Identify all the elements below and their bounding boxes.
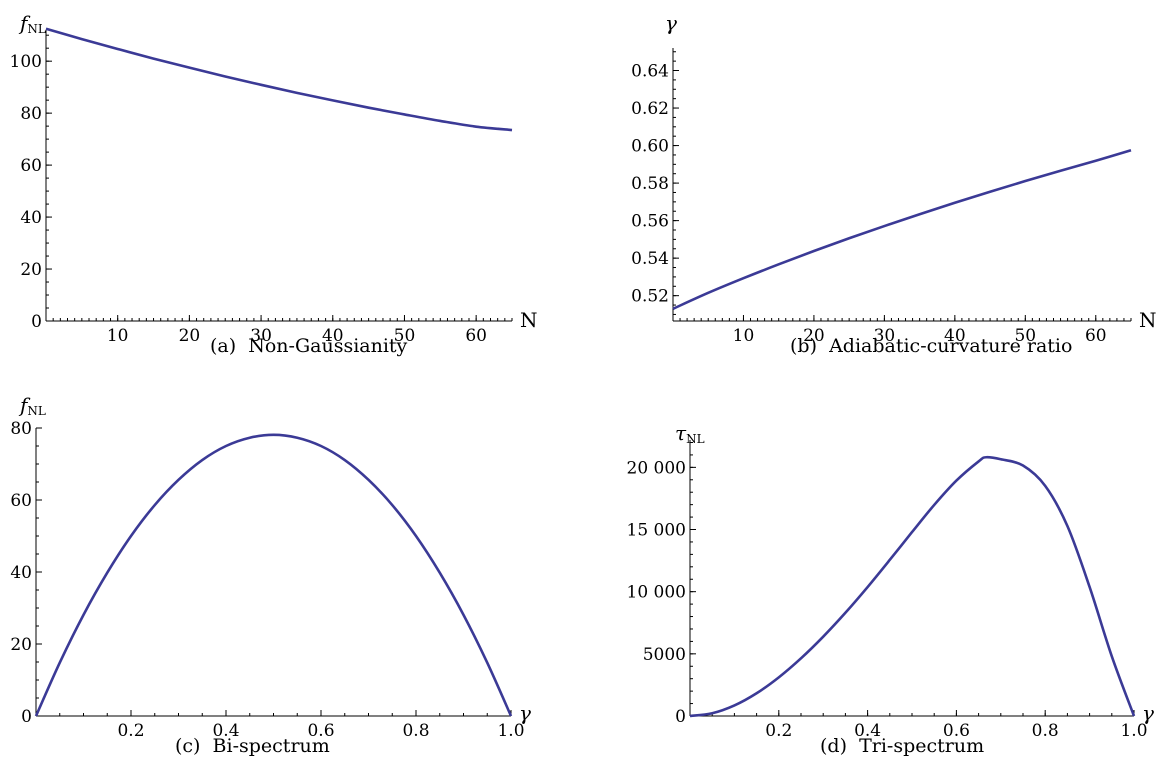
x-tick-label: 30 [250,326,272,346]
y-tick-label: 0 [31,312,42,332]
series-line-1 [672,149,1132,310]
y-tick-label: 0.64 [631,62,669,82]
series-line-1 [45,27,513,132]
y-tick-label: 0.58 [631,174,669,194]
y-tick-label: 60 [10,491,32,511]
y-axis-title: γ [665,11,677,35]
x-tick-label: 50 [394,326,416,346]
panel-caption: (b) Adiabatic-curvature ratio [790,335,1072,357]
y-tick-label: 80 [10,419,32,439]
y-axis-title: fNL [18,393,46,418]
series-line-1 [689,455,1136,718]
x-tick-label: 1.0 [497,721,524,741]
x-axis-title: γ [519,701,531,725]
x-tick-label: 0.6 [943,721,970,741]
x-tick-label: 10 [107,326,129,346]
y-tick-label: 0 [675,707,686,727]
y-axis-title-main: τ [675,421,687,445]
y-tick-label: 0.54 [631,249,669,269]
y-tick-label: 0.60 [631,137,669,157]
y-tick-label: 60 [20,156,42,176]
y-axis-title-sub: NL [686,432,705,446]
y-axis-title-main: γ [665,11,677,35]
x-tick-label: 60 [465,326,487,346]
series-line-1 [34,433,513,717]
panel-caption: (a) Non-Gaussianity [210,335,408,357]
y-tick-label: 0.52 [631,287,669,307]
y-tick-label: 0 [21,707,32,727]
x-tick-label: 0.8 [1032,721,1059,741]
y-axis-title: τNL [675,421,705,446]
y-tick-label: 100 [10,52,42,72]
x-tick-label: 60 [1085,326,1107,346]
y-tick-label: 40 [10,563,32,583]
x-tick-label: 0.2 [765,721,792,741]
y-tick-label: 0.56 [631,212,669,232]
y-tick-label: 15 000 [627,521,686,541]
x-axis-title: N [1139,308,1157,332]
y-axis-title-sub: NL [27,22,46,36]
x-tick-label: 20 [179,326,201,346]
x-tick-label: 40 [322,326,344,346]
y-tick-label: 20 000 [627,458,686,478]
x-tick-label: 1.0 [1120,721,1147,741]
panel-caption: (d) Tri-spectrum [820,735,984,757]
y-axis-title-sub: NL [27,404,46,418]
y-tick-label: 80 [20,104,42,124]
x-axis-title: γ [1142,701,1154,725]
chart-panel-2: 10 20 30 40 50 60 0.52 0.54 0.56 0.58 0.60 0.62 0.64… [631,11,1156,357]
x-tick-label: 20 [803,326,825,346]
y-tick-label: 20 [10,635,32,655]
x-tick-label: 40 [944,326,966,346]
panel-caption: (c) Bi-spectrum [175,735,330,757]
x-tick-label: 0.4 [212,721,239,741]
y-tick-label: 0.62 [631,99,669,119]
x-tick-label: 30 [874,326,896,346]
chart-panel-4: 0.2 0.4 0.6 0.8 1.0 0 5000 10 000 15 000 20 000 τN… [627,421,1154,757]
y-tick-label: 10 000 [627,583,686,603]
chart-panel-1: 10 20 30 40 50 60 0 20 40 60 80 100 fNL N (a) Non-Gaus… [10,11,538,357]
x-tick-label: 50 [1014,326,1036,346]
x-tick-label: 0.4 [854,721,881,741]
y-axis-title: fNL [18,11,46,36]
y-tick-label: 40 [20,208,42,228]
x-tick-label: 0.8 [402,721,429,741]
y-tick-label: 20 [20,260,42,280]
x-tick-label: 0.6 [307,721,334,741]
y-tick-label: 5000 [643,645,686,665]
x-tick-label: 0.2 [117,721,144,741]
x-tick-label: 10 [733,326,755,346]
x-axis-title: N [520,308,538,332]
